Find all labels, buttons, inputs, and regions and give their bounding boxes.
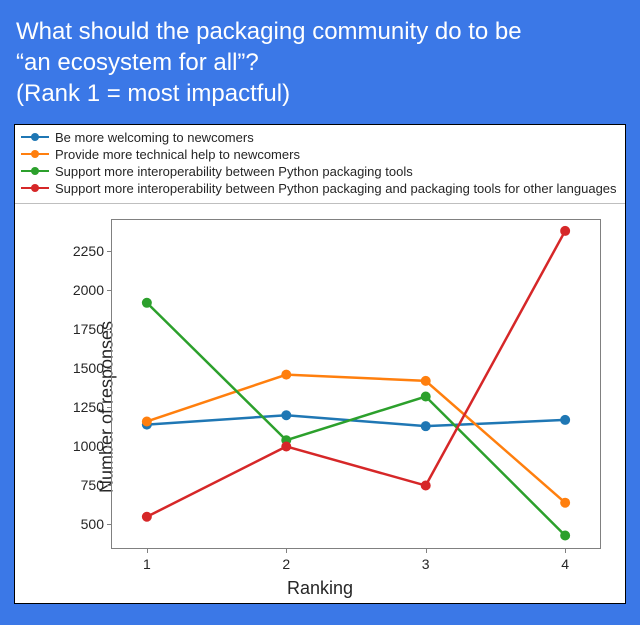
series-marker	[421, 375, 431, 385]
legend-item: Be more welcoming to newcomers	[21, 129, 619, 146]
series-marker	[281, 441, 291, 451]
series-marker	[421, 391, 431, 401]
series-marker	[142, 297, 152, 307]
y-tick-label: 500	[81, 516, 104, 532]
legend-label: Be more welcoming to newcomers	[55, 130, 254, 145]
plot-area: 5007501000125015001750200022501234	[111, 219, 601, 549]
legend-label: Support more interoperability between Py…	[55, 164, 413, 179]
x-tick-mark	[426, 548, 427, 553]
x-tick-label: 1	[143, 556, 151, 572]
legend-label: Provide more technical help to newcomers	[55, 147, 300, 162]
series-marker	[560, 414, 570, 424]
y-tick-mark	[107, 446, 112, 447]
y-tick-label: 1000	[73, 438, 104, 454]
x-tick-mark	[565, 548, 566, 553]
plot-wrap: Number of responses Ranking 500750100012…	[15, 211, 625, 603]
title-line-2: “an ecosystem for all”?	[16, 47, 624, 78]
x-axis-label: Ranking	[15, 578, 625, 599]
slide-frame: What should the packaging community do t…	[0, 0, 640, 625]
x-tick-label: 2	[282, 556, 290, 572]
y-tick-mark	[107, 407, 112, 408]
y-tick-mark	[107, 290, 112, 291]
legend-swatch	[21, 183, 49, 193]
series-marker	[281, 410, 291, 420]
series-line	[147, 415, 565, 426]
y-tick-label: 750	[81, 477, 104, 493]
x-tick-mark	[286, 548, 287, 553]
slide-title: What should the packaging community do t…	[14, 12, 626, 124]
y-tick-label: 1500	[73, 360, 104, 376]
x-tick-label: 4	[561, 556, 569, 572]
y-tick-label: 1250	[73, 399, 104, 415]
chart-legend: Be more welcoming to newcomers Provide mo…	[15, 125, 625, 204]
chart-svg	[112, 220, 600, 548]
legend-item: Support more interoperability between Py…	[21, 163, 619, 180]
legend-swatch	[21, 149, 49, 159]
series-marker	[142, 511, 152, 521]
series-marker	[421, 480, 431, 490]
series-marker	[560, 497, 570, 507]
y-tick-label: 1750	[73, 321, 104, 337]
y-tick-mark	[107, 368, 112, 369]
series-marker	[142, 416, 152, 426]
legend-label: Support more interoperability between Py…	[55, 181, 617, 196]
legend-item: Support more interoperability between Py…	[21, 180, 619, 197]
y-tick-mark	[107, 329, 112, 330]
y-tick-label: 2000	[73, 282, 104, 298]
series-marker	[421, 421, 431, 431]
series-marker	[281, 369, 291, 379]
y-tick-label: 2250	[73, 243, 104, 259]
y-tick-mark	[107, 524, 112, 525]
series-marker	[560, 225, 570, 235]
title-line-1: What should the packaging community do t…	[16, 16, 624, 47]
chart-card: Be more welcoming to newcomers Provide mo…	[14, 124, 626, 604]
title-line-3: (Rank 1 = most impactful)	[16, 78, 624, 109]
legend-item: Provide more technical help to newcomers	[21, 146, 619, 163]
x-tick-mark	[147, 548, 148, 553]
series-line	[147, 374, 565, 502]
legend-swatch	[21, 166, 49, 176]
x-tick-label: 3	[422, 556, 430, 572]
y-tick-mark	[107, 485, 112, 486]
series-marker	[560, 530, 570, 540]
legend-swatch	[21, 132, 49, 142]
y-tick-mark	[107, 251, 112, 252]
